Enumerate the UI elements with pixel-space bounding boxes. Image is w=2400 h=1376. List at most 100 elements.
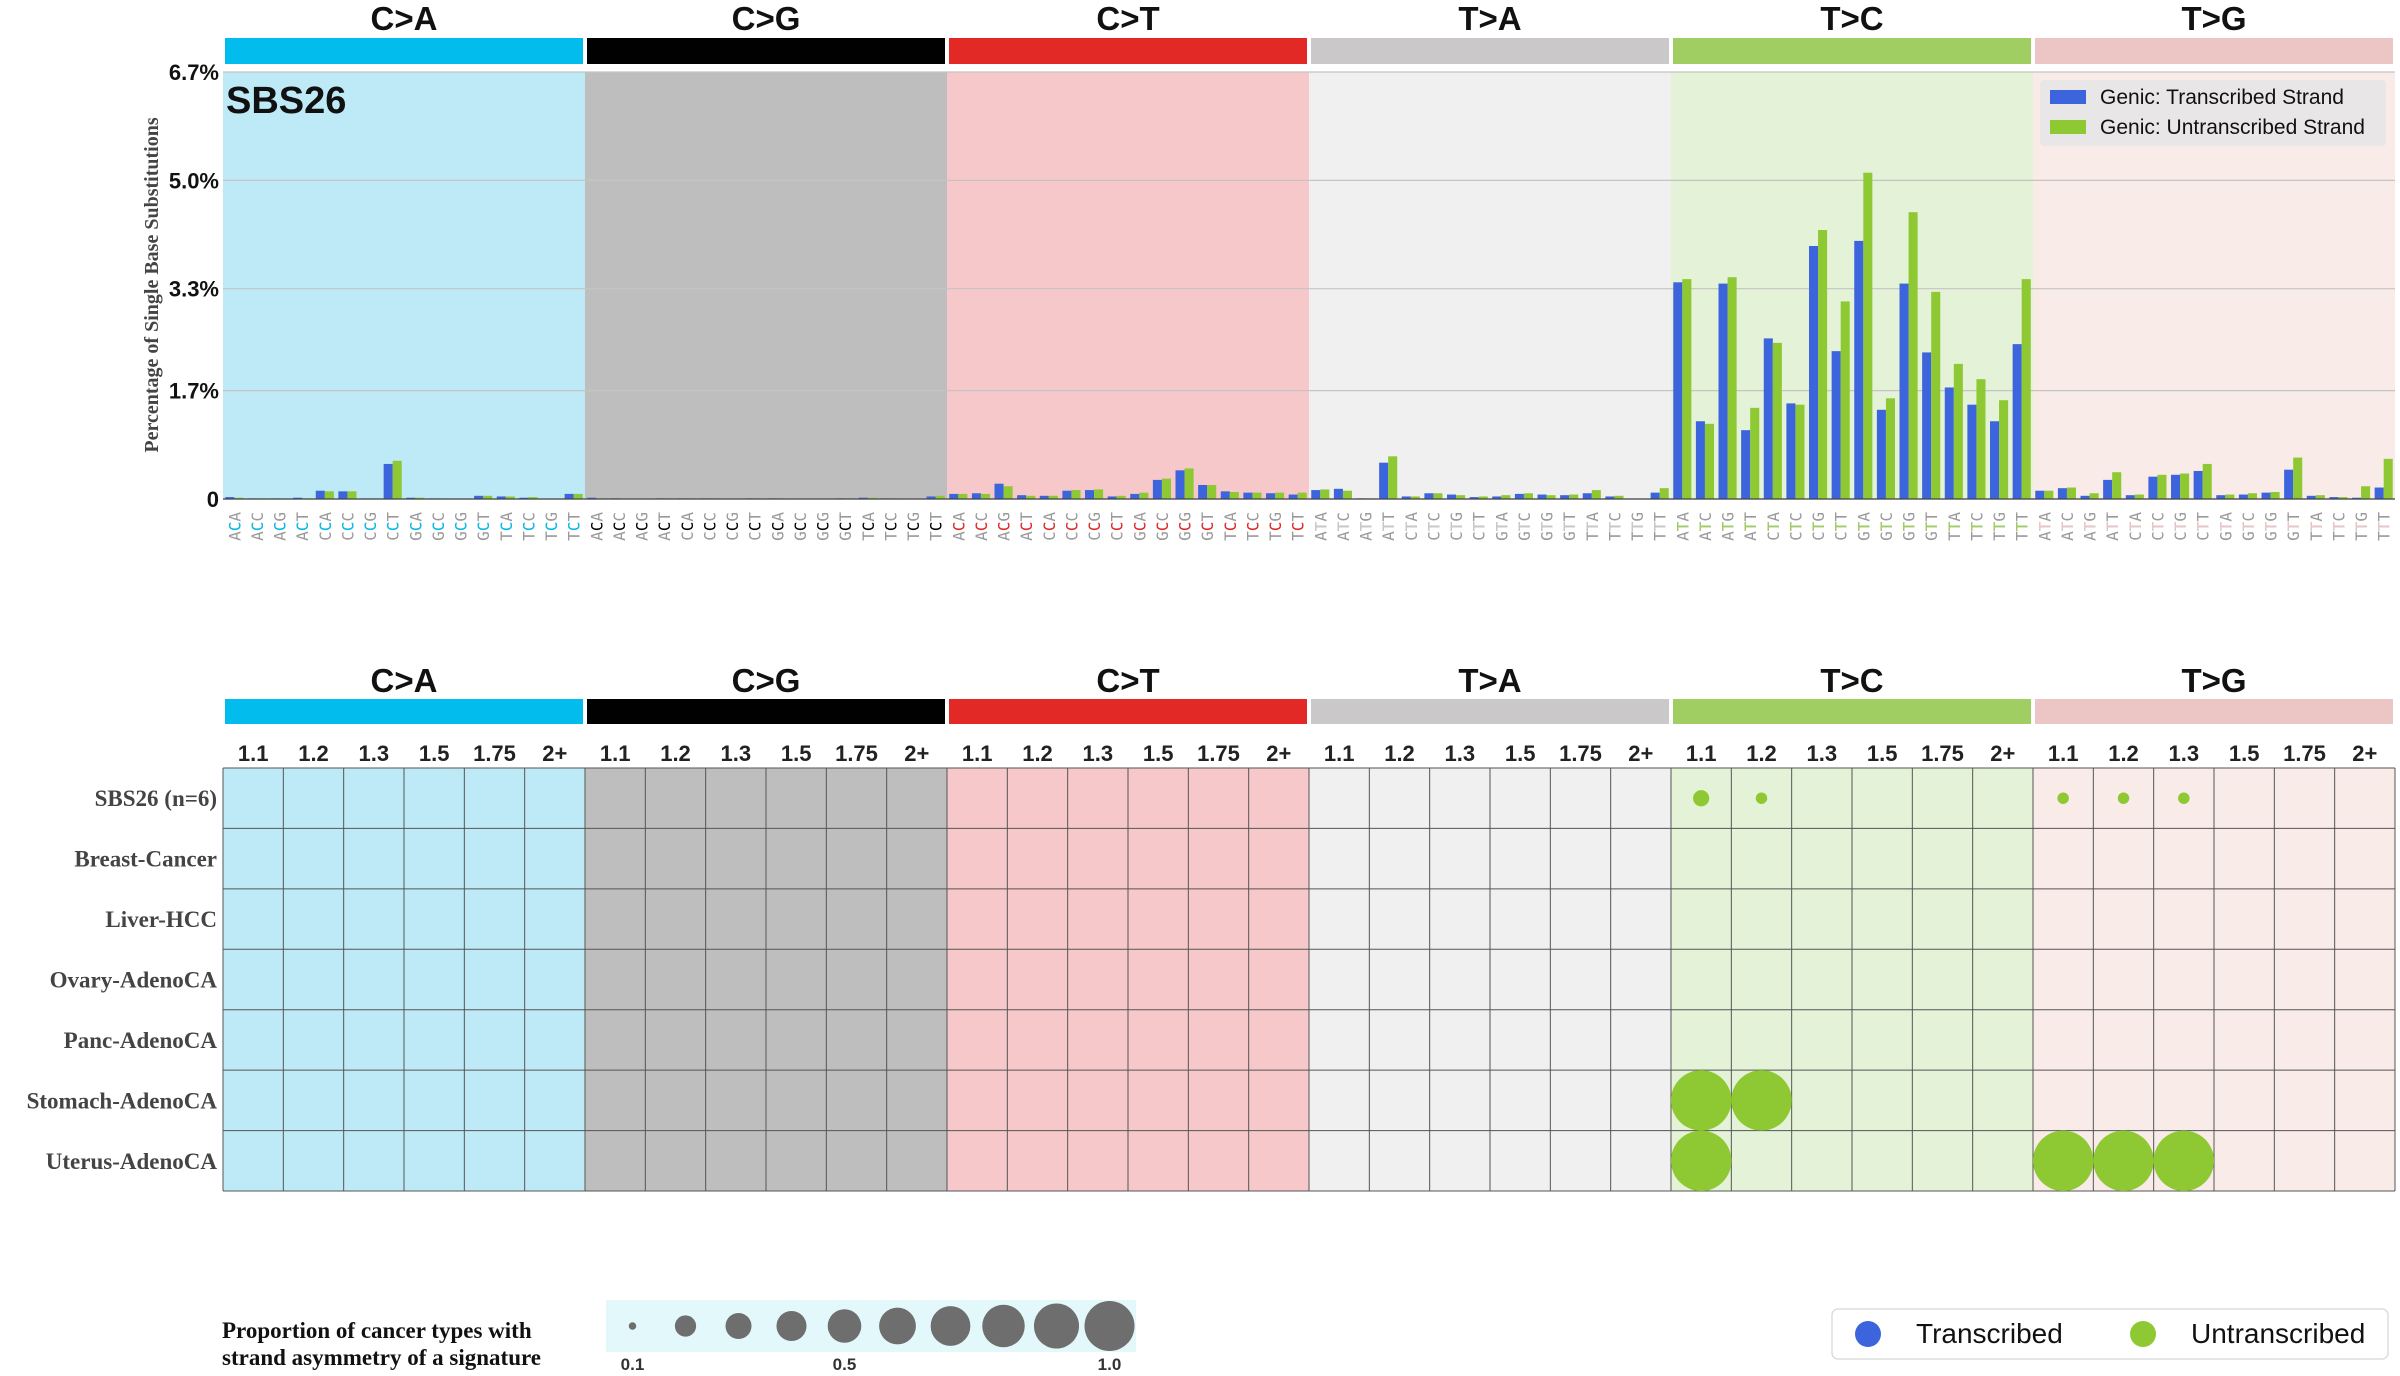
transcribed-bar-64 <box>1673 282 1683 499</box>
x-tick-label: ACG <box>995 512 1014 541</box>
x-tick-mid-base: T <box>1990 521 2009 531</box>
size-legend-circle-6 <box>930 1306 971 1346</box>
x-tick-mid-base: C <box>1108 522 1127 532</box>
mutation-type-bar-0 <box>225 38 583 64</box>
asymmetry-circle-1 <box>1755 792 1768 804</box>
untranscribed-bar-69 <box>1795 404 1805 499</box>
asymmetry-circle-0 <box>1693 790 1710 807</box>
transcribed-bar-4 <box>315 490 325 499</box>
transcribed-bar-71 <box>1831 351 1841 499</box>
size-legend-circle-3 <box>776 1310 807 1342</box>
x-tick-mid-base: T <box>2307 521 2326 531</box>
x-tick-label: ATT <box>2103 512 2122 541</box>
x-tick-label: ACG <box>633 512 652 541</box>
x-tick-mid-base: C <box>474 522 493 532</box>
x-tick-mid-base: T <box>2103 521 2122 531</box>
untranscribed-bar-84 <box>2134 494 2144 499</box>
x-tick-mid-base: C <box>949 522 968 532</box>
x-tick-mid-base: T <box>1560 521 1579 531</box>
x-tick-label: TCG <box>1266 512 1285 541</box>
x-tick-mid-base: C <box>972 522 991 532</box>
column-label: 2+ <box>1628 741 1653 766</box>
x-tick-label: ATG <box>2081 512 2100 541</box>
asymmetry-circle-7 <box>1670 1130 1732 1192</box>
x-tick-mid-base: T <box>1832 521 1851 531</box>
transcribed-bar-46 <box>1266 493 1276 499</box>
transcribed-bar-53 <box>1424 493 1434 499</box>
asymmetry-circle-4 <box>2178 792 2190 804</box>
transcribed-bar-87 <box>2193 470 2203 499</box>
x-tick-mid-base: C <box>587 522 606 532</box>
untranscribed-bar-55 <box>1478 496 1488 499</box>
x-tick-mid-base: C <box>1085 522 1104 532</box>
table-mutation-type-bar-2 <box>949 699 1307 724</box>
x-tick-label: ACC <box>610 512 629 541</box>
size-legend-circle-9 <box>1084 1301 1135 1351</box>
untranscribed-bar-8 <box>415 497 425 499</box>
x-tick-mid-base: C <box>723 522 742 532</box>
size-legend-circle-1 <box>674 1315 697 1337</box>
untranscribed-bar-52 <box>1410 496 1420 499</box>
column-label: 1.3 <box>2169 741 2200 766</box>
x-tick-mid-base: C <box>542 522 561 532</box>
transcribed-bar-86 <box>2171 474 2181 499</box>
untranscribed-bar-75 <box>1931 291 1941 499</box>
untranscribed-bar-85 <box>2157 474 2167 499</box>
transcribed-bar-63 <box>1650 492 1660 499</box>
untranscribed-bar-11 <box>483 495 493 499</box>
untranscribed-bar-83 <box>2112 472 2122 499</box>
transcribed-bar-58 <box>1537 494 1547 499</box>
x-tick-label: GCT <box>474 512 493 541</box>
x-tick-label: TTC <box>1605 512 1624 541</box>
untranscribed-bar-80 <box>2044 490 2054 499</box>
x-tick-label: ATG <box>1719 512 1738 541</box>
transcribed-bar-32 <box>949 493 959 499</box>
x-tick-mid-base: C <box>678 522 697 532</box>
transcribed-bar-79 <box>2012 344 2022 499</box>
x-tick-label: GTT <box>2284 512 2303 541</box>
x-tick-mid-base: C <box>519 522 538 532</box>
x-tick-mid-base: C <box>248 522 267 532</box>
size-legend-circle-2 <box>725 1312 752 1340</box>
x-tick-mid-base: T <box>1945 521 1964 531</box>
table-mutation-type-bar-4 <box>1673 699 2031 724</box>
transcribed-bar-61 <box>1605 496 1615 499</box>
column-label: 1.2 <box>1022 741 1053 766</box>
transcribed-bar-15 <box>564 493 574 499</box>
transcribed-bar-44 <box>1220 491 1230 499</box>
x-tick-mid-base: T <box>2013 521 2032 531</box>
x-tick-label: TTT <box>2375 512 2394 541</box>
x-tick-mid-base: C <box>1017 522 1036 532</box>
x-tick-label: TTC <box>1967 512 1986 541</box>
untranscribed-bar-88 <box>2225 494 2235 499</box>
transcribed-bar-11 <box>474 495 484 499</box>
column-label: 1.5 <box>781 741 812 766</box>
x-tick-label: GCG <box>814 512 833 541</box>
size-legend-tick: 0.1 <box>621 1355 645 1374</box>
column-label: 1.1 <box>600 741 631 766</box>
column-label: 1.75 <box>1921 741 1964 766</box>
column-label: 1.1 <box>2048 741 2079 766</box>
size-legend-circle-7 <box>982 1304 1025 1348</box>
untranscribed-bar-58 <box>1546 495 1556 499</box>
untranscribed-bar-92 <box>2315 495 2325 499</box>
x-tick-label: TTG <box>1990 512 2009 541</box>
x-tick-mid-base: C <box>406 522 425 532</box>
x-tick-mid-base: C <box>1198 522 1217 532</box>
transcribed-bar-57 <box>1514 493 1524 499</box>
untranscribed-bar-79 <box>2021 279 2031 499</box>
x-tick-label: TTA <box>2307 512 2326 541</box>
transcribed-bar-36 <box>1039 495 1049 499</box>
x-tick-label: GCT <box>836 512 855 541</box>
column-label: 1.5 <box>2229 741 2260 766</box>
x-tick-mid-base: C <box>384 522 403 532</box>
table-mutation-type-label: T>A <box>1458 662 1521 699</box>
column-label: 1.75 <box>835 741 878 766</box>
x-tick-label: TTC <box>2329 512 2348 541</box>
x-tick-label: CTG <box>1447 512 1466 541</box>
column-label: 2+ <box>542 741 567 766</box>
table-mutation-type-bar-5 <box>2035 699 2393 724</box>
transcribed-bar-69 <box>1786 403 1796 499</box>
x-tick-mid-base: C <box>1221 522 1240 532</box>
